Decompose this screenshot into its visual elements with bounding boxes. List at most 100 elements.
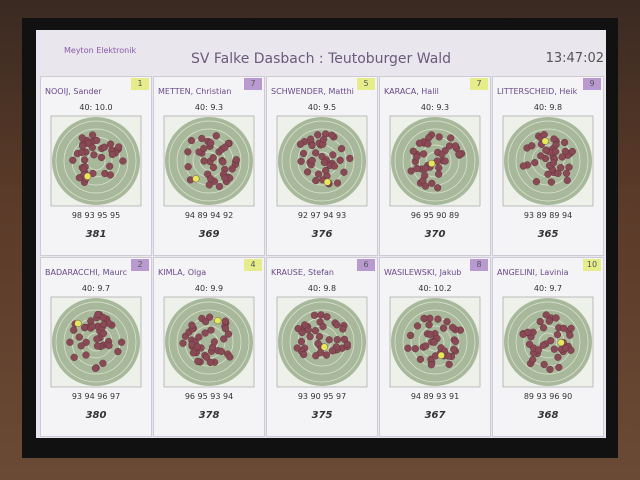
shot-hole xyxy=(99,329,108,338)
score-card: 7 KARACA, Halil 40: 9.3 96 95 90 89 370 xyxy=(379,76,491,256)
shot-hole xyxy=(80,324,89,332)
shot-hole xyxy=(108,150,116,159)
shot-hole xyxy=(537,152,545,160)
score-card: 8 WASILEWSKI, Jakub 40: 10.2 94 89 93 91 367 xyxy=(379,257,491,437)
shot-hole xyxy=(554,169,562,177)
series-scores: 94 89 94 92 xyxy=(184,211,234,220)
shot-hole xyxy=(99,359,107,367)
shot-hole xyxy=(328,131,336,139)
target xyxy=(502,115,594,207)
shot-hole xyxy=(226,353,234,361)
last-shot: 40: 9.3 xyxy=(194,103,224,112)
shot-hole xyxy=(428,179,436,187)
shot-hole xyxy=(315,332,324,341)
shot-hole xyxy=(78,134,86,142)
shot-hole xyxy=(519,162,527,170)
target-ring xyxy=(410,136,460,186)
shot-hole xyxy=(524,328,532,336)
total-score: 380 xyxy=(85,410,107,421)
target-black xyxy=(52,117,140,205)
shot-hole xyxy=(557,338,565,347)
shot-hole xyxy=(540,130,548,139)
shot-hole xyxy=(100,320,108,329)
shot-hole xyxy=(323,178,331,186)
series-scores: 92 97 94 93 xyxy=(297,211,347,220)
shot-hole xyxy=(337,145,346,153)
shot-hole xyxy=(214,316,222,325)
lane-badge: 5 xyxy=(357,78,375,90)
shot-hole xyxy=(565,163,573,171)
shot-hole xyxy=(415,139,424,147)
shot-hole xyxy=(93,342,102,350)
shot-hole xyxy=(333,179,342,187)
target-ring xyxy=(515,309,581,375)
shot-hole xyxy=(536,317,544,326)
shot-hole xyxy=(434,184,442,192)
shot-hole xyxy=(205,181,213,189)
shot-hole xyxy=(325,336,333,344)
shot-hole xyxy=(441,157,449,165)
shot-hole xyxy=(301,321,309,329)
shot-hole xyxy=(293,344,301,352)
shot-hole xyxy=(540,360,548,369)
shot-hole xyxy=(422,342,430,350)
shot-hole xyxy=(406,331,415,340)
shot-hole xyxy=(179,339,187,347)
shot-hole xyxy=(435,133,443,141)
shot-hole xyxy=(561,138,569,147)
shot-hole xyxy=(195,333,203,341)
series-scores: 93 89 89 94 xyxy=(523,211,573,220)
shooter-name: KARACA, Halil xyxy=(384,87,439,96)
shot-hole xyxy=(404,344,412,352)
shot-hole xyxy=(93,136,101,144)
shot-hole xyxy=(97,153,106,162)
target-ring xyxy=(63,128,129,194)
shot-hole xyxy=(314,131,322,139)
shot-hole xyxy=(312,177,320,185)
shot-hole xyxy=(93,335,101,343)
lane-badge: 9 xyxy=(583,78,601,90)
shot-hole xyxy=(443,318,451,326)
shot-hole xyxy=(562,169,571,177)
lane-badge: 4 xyxy=(244,259,262,271)
shot-hole xyxy=(552,314,560,322)
series-scores: 98 93 95 95 xyxy=(71,211,121,220)
series-scores: 96 95 93 94 xyxy=(184,392,234,401)
shot-hole xyxy=(550,345,558,353)
shot-hole xyxy=(106,162,114,170)
time: 13:47:02 xyxy=(545,51,604,66)
shooter-name: WASILEWSKI, Jakub xyxy=(384,268,462,277)
shot-hole xyxy=(552,141,560,149)
shot-hole xyxy=(184,163,192,171)
shot-hole xyxy=(119,157,127,165)
series-scores: 94 89 93 91 xyxy=(410,392,460,401)
score-card: 9 LITTERSCHEID, Heik 40: 9.8 93 89 89 94 365 xyxy=(492,76,604,256)
shot-hole xyxy=(532,178,541,186)
shot-hole xyxy=(428,159,436,168)
shot-hole xyxy=(219,158,227,166)
shot-hole xyxy=(210,338,219,346)
brand: Meyton Elektronik xyxy=(64,46,137,55)
shot-hole xyxy=(320,135,328,143)
target xyxy=(502,296,594,388)
target xyxy=(50,296,142,388)
last-shot: 40: 9.8 xyxy=(533,103,563,112)
shot-hole xyxy=(413,322,422,330)
target-ring xyxy=(402,128,468,194)
shot-hole xyxy=(553,331,562,339)
target xyxy=(389,296,481,388)
shot-hole xyxy=(562,344,570,352)
shot-hole xyxy=(224,330,233,338)
shot-hole xyxy=(203,353,211,361)
shot-hole xyxy=(79,142,87,150)
shot-hole xyxy=(314,170,323,178)
last-shot: 40: 10.0 xyxy=(79,103,113,112)
shot-hole xyxy=(420,314,428,323)
shot-hole xyxy=(206,358,214,367)
shot-hole xyxy=(201,317,210,326)
shot-hole xyxy=(83,172,92,180)
total-score: 369 xyxy=(198,229,220,240)
target-ring xyxy=(394,120,476,202)
shot-hole xyxy=(303,168,312,176)
shot-hole xyxy=(333,336,341,344)
